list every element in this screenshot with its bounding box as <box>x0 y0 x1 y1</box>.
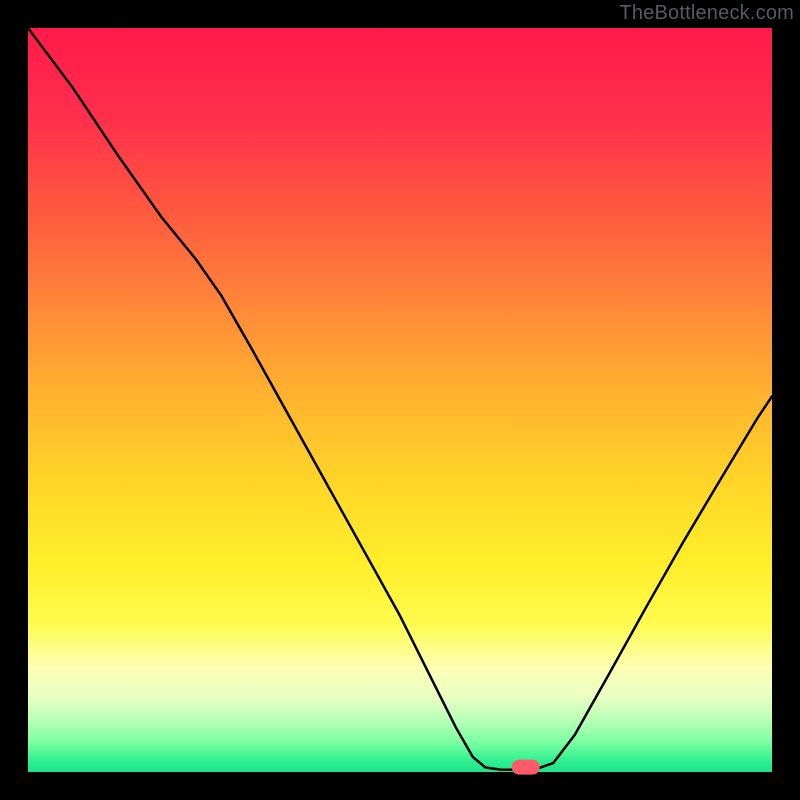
plot-area <box>28 28 772 772</box>
optimal-marker <box>512 760 540 775</box>
bottleneck-chart-svg <box>0 0 800 800</box>
chart-root: TheBottleneck.com <box>0 0 800 800</box>
watermark-text: TheBottleneck.com <box>619 2 794 25</box>
